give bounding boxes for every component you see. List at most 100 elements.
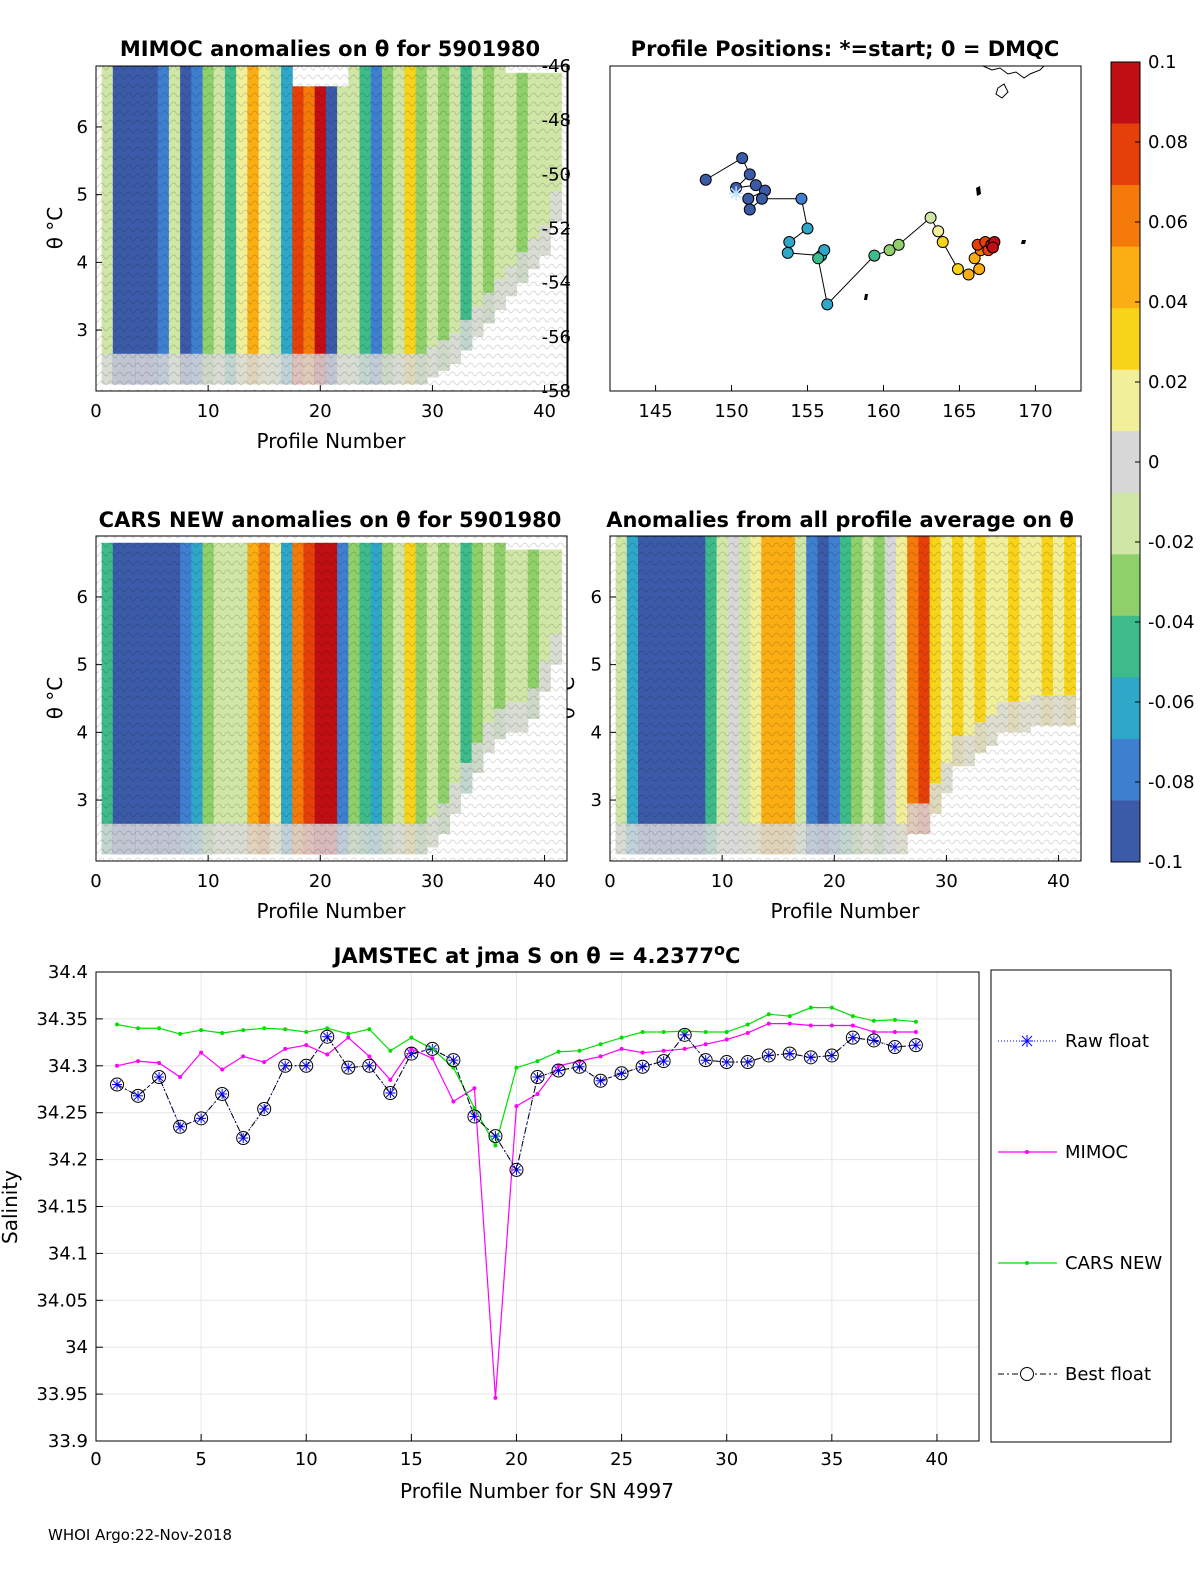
colorbar-tick-label: 0.1 (1148, 52, 1177, 73)
x-tick-label: 165 (942, 401, 976, 422)
mimoc-point (787, 1021, 792, 1026)
mimoc-point (766, 1021, 771, 1026)
best-float-point (908, 1038, 923, 1053)
x-tick-label: 20 (823, 871, 846, 892)
cars-new-point (493, 1143, 498, 1148)
mimoc-point (535, 1091, 540, 1096)
series-line-best-float (116, 1034, 916, 1172)
raw-float-point-stroke (743, 1057, 753, 1067)
colorbar-swatch (1111, 369, 1140, 432)
colorbar-swatch (1111, 185, 1140, 248)
colorbar-tick-label: 0.02 (1148, 372, 1188, 393)
mimoc-point (514, 1104, 519, 1109)
mimoc-point (388, 1077, 393, 1082)
mimoc-point (703, 1042, 708, 1047)
mimoc-point (262, 1060, 267, 1065)
cars-new-point (808, 1005, 813, 1010)
y-tick-label: 6 (77, 117, 88, 138)
mimoc-point (640, 1050, 645, 1055)
map-frame (609, 65, 1082, 392)
best-float-point (635, 1059, 650, 1074)
y-tick-label: 34.35 (36, 1009, 88, 1030)
best-float-point (719, 1055, 734, 1070)
cars-xlabel: Profile Number (257, 899, 407, 923)
mimoc-point (241, 1054, 246, 1059)
cars-new-point (220, 1030, 225, 1035)
island-icon (864, 294, 868, 300)
y-tick-label: 34.3 (48, 1056, 88, 1077)
mimoc-ylabel: θ °C (43, 207, 67, 250)
x-tick-label: 145 (638, 401, 672, 422)
x-tick-label: 0 (90, 871, 101, 892)
x-tick-label: 0 (90, 1449, 101, 1470)
y-tick-label: 4 (77, 722, 88, 743)
plot-frame (95, 535, 568, 862)
line-chart-title: JAMSTEC at jma S on θ = 4.2377oC (332, 940, 741, 968)
mimoc-point (808, 1023, 813, 1028)
profile-position-point (749, 179, 762, 192)
cars-new-point (766, 1012, 771, 1017)
cars-new-point (199, 1028, 204, 1033)
profile-position-point (812, 252, 825, 265)
cars-new-point (325, 1026, 330, 1031)
cars-new-point (367, 1027, 372, 1032)
cars-new-point (136, 1026, 141, 1031)
best-float-point (803, 1050, 818, 1065)
legend-marker (1025, 1150, 1029, 1154)
best-float-point (551, 1063, 566, 1078)
mimoc-point (913, 1030, 918, 1035)
cars-new-point (787, 1014, 792, 1019)
y-tick-label: 3 (77, 320, 88, 341)
cars-new-point (682, 1029, 687, 1034)
mimoc-point (409, 1046, 414, 1051)
y-tick-label: 34.15 (36, 1197, 88, 1218)
legend-marker (1021, 1035, 1033, 1047)
colorbar-swatch (1111, 554, 1140, 617)
best-float-point (362, 1058, 377, 1073)
best-float-point (614, 1066, 629, 1081)
best-float-point (782, 1046, 797, 1061)
y-tick-label: -50 (542, 164, 571, 185)
colorbar-swatch (1111, 308, 1140, 371)
mimoc-point (829, 1023, 834, 1028)
mimoc-point (136, 1059, 141, 1064)
profile-position-point (973, 263, 986, 276)
colorbar-tick-label: 0.06 (1148, 212, 1188, 233)
profile-position-point (743, 168, 756, 181)
x-tick-label: 0 (604, 871, 615, 892)
x-tick-label: 30 (421, 871, 444, 892)
x-tick-label: 150 (714, 401, 748, 422)
x-tick-label: 155 (790, 401, 824, 422)
cars-new-point (157, 1026, 162, 1031)
cars-new-point (577, 1048, 582, 1053)
cars-new-point (871, 1018, 876, 1023)
x-tick-label: 5 (195, 1449, 206, 1470)
colorbar-swatch (1111, 677, 1140, 740)
salinity-line-chart: 0 5 10 15 20 25 30 35 40 33.9 33.95 34 34.05 34.1 34.1… (0, 940, 980, 1503)
profile-position-point (755, 192, 768, 205)
cars-new-point (598, 1042, 603, 1047)
cars-new-point (703, 1030, 708, 1035)
plot-frame (609, 535, 1082, 862)
best-float-point (404, 1046, 419, 1061)
x-tick-label: 170 (1018, 401, 1052, 422)
best-float-point (320, 1029, 335, 1044)
raw-float-point-stroke (259, 1104, 269, 1114)
profile-position-point (736, 152, 749, 165)
cars-new-point (724, 1030, 729, 1035)
y-tick-label: 33.95 (36, 1384, 88, 1405)
raw-float-point (301, 1060, 312, 1071)
mimoc-point (556, 1063, 561, 1068)
raw-float-point (259, 1103, 270, 1114)
profile-position-point (795, 192, 808, 205)
x-tick-label: 10 (711, 871, 734, 892)
cars-new-point (619, 1035, 624, 1040)
cars-new-point (304, 1030, 309, 1035)
cars-heatmap: 0 10 20 30 40 3 4 5 6 (77, 535, 568, 892)
colorbar-swatch (1111, 123, 1140, 186)
best-float-point (824, 1048, 839, 1063)
y-tick-label: 34 (65, 1337, 88, 1358)
x-tick-label: 20 (309, 871, 332, 892)
profile-position-point (868, 249, 881, 262)
legend-marker (1025, 1261, 1029, 1265)
